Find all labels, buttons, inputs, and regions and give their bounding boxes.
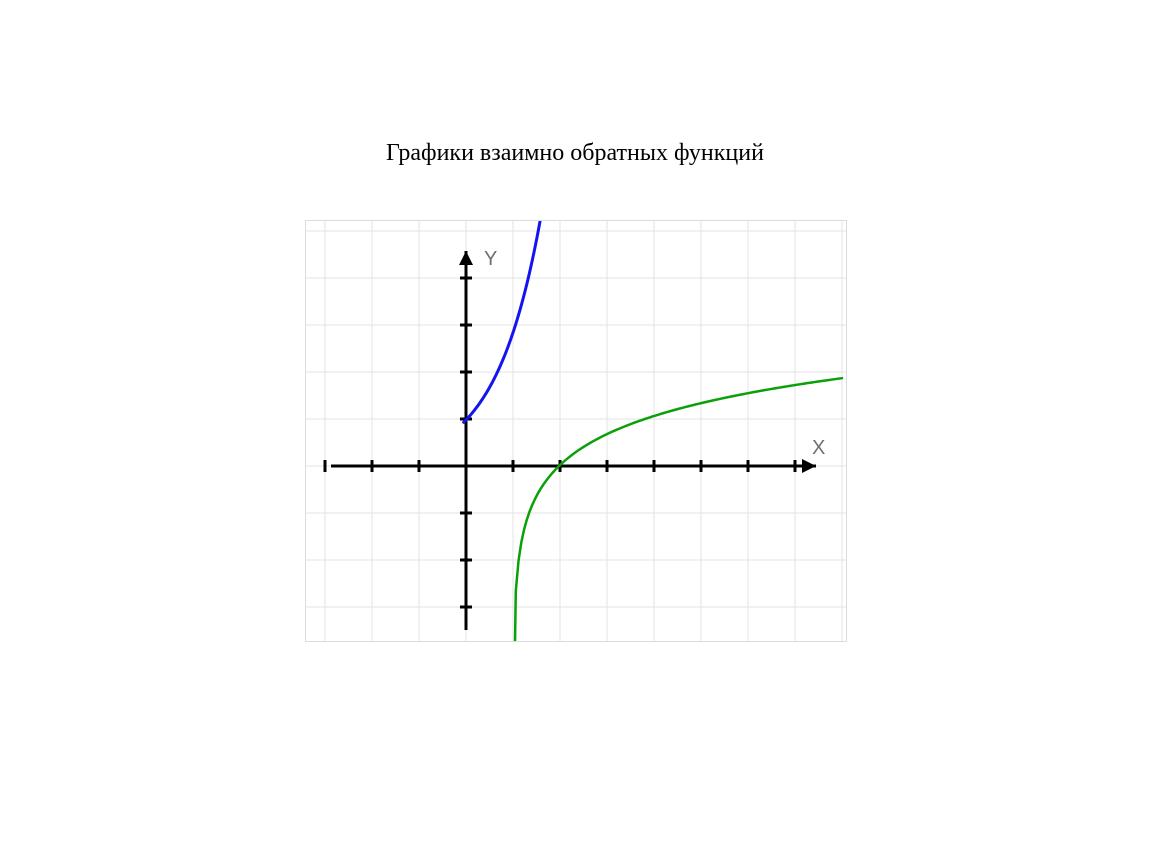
page: Графики взаимно обратных функций YX <box>0 0 1150 864</box>
chart-svg: YX <box>306 221 846 641</box>
y-axis-label: Y <box>484 248 497 270</box>
chart-title: Графики взаимно обратных функций <box>0 140 1150 167</box>
x-axis-label: X <box>812 437 825 459</box>
chart-container: YX <box>305 220 847 642</box>
